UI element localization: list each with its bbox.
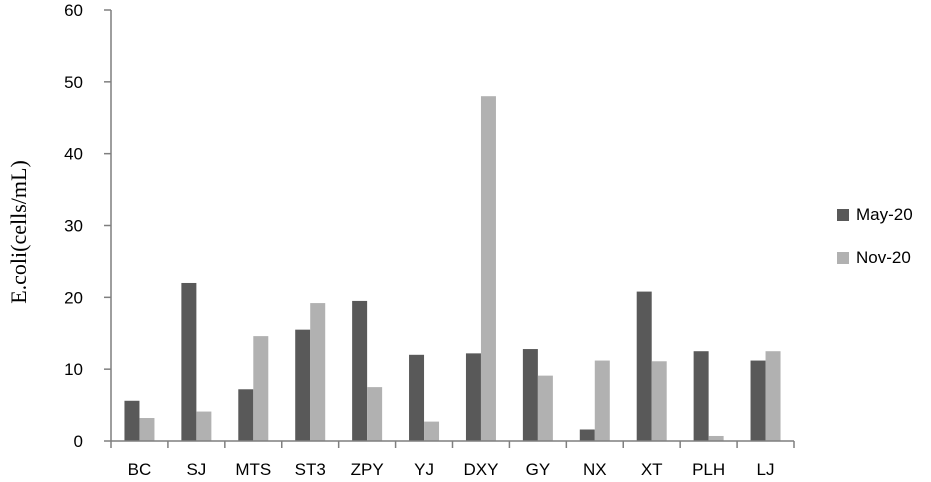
x-tick-label: YJ xyxy=(414,460,434,479)
legend-label: May-20 xyxy=(856,205,913,224)
legend-label: Nov-20 xyxy=(856,248,911,267)
x-tick-label: SJ xyxy=(186,460,206,479)
bar-nov-20-mts xyxy=(253,336,269,441)
bar-may-20-xt xyxy=(636,291,652,441)
bar-may-20-dxy xyxy=(465,353,481,441)
bar-nov-20-yj xyxy=(424,421,440,441)
y-axis-label: E.coli(cells/mL) xyxy=(6,160,31,304)
bar-may-20-yj xyxy=(409,354,425,441)
bar-nov-20-lj xyxy=(765,351,781,441)
bar-may-20-plh xyxy=(693,351,709,441)
x-tick-label: LJ xyxy=(757,460,775,479)
bar-nov-20-nx xyxy=(594,360,610,441)
x-tick-label: NX xyxy=(583,460,607,479)
bar-nov-20-gy xyxy=(537,375,553,441)
x-ticks-group: BC SJ MTS ST3 ZPY YJ DXY GY NX XT PLH LJ xyxy=(110,441,795,479)
x-tick-label: GY xyxy=(526,460,551,479)
bar-may-20-lj xyxy=(750,360,766,441)
bar-may-20-nx xyxy=(579,429,595,441)
x-tick-label: PLH xyxy=(692,460,725,479)
bar-nov-20-plh xyxy=(708,435,724,441)
bar-may-20-st3 xyxy=(295,329,311,441)
bar-nov-20-zpy xyxy=(367,387,383,441)
y-tick-label: 20 xyxy=(64,288,83,307)
legend: May-20 Nov-20 xyxy=(837,205,913,267)
bar-nov-20-xt xyxy=(651,361,667,441)
bar-may-20-zpy xyxy=(352,300,368,441)
x-tick-label: MTS xyxy=(235,460,271,479)
bar-nov-20-dxy xyxy=(480,96,496,441)
y-tick-label: 40 xyxy=(64,145,83,164)
y-tick-label: 60 xyxy=(64,1,83,20)
bar-nov-20-st3 xyxy=(310,303,326,441)
bars-group xyxy=(124,96,781,441)
x-tick-label: DXY xyxy=(463,460,498,479)
x-tick-label: ZPY xyxy=(351,460,384,479)
bar-may-20-sj xyxy=(181,282,197,441)
legend-swatch xyxy=(837,252,849,264)
y-tick-label: 10 xyxy=(64,360,83,379)
x-tick-label: ST3 xyxy=(295,460,326,479)
bar-nov-20-bc xyxy=(139,418,155,441)
y-ticks-group: 0 10 20 30 40 50 60 xyxy=(64,1,111,451)
bar-nov-20-sj xyxy=(196,411,212,441)
axes-group xyxy=(110,10,794,442)
y-tick-label: 30 xyxy=(64,217,83,236)
y-tick-label: 50 xyxy=(64,73,83,92)
bar-may-20-mts xyxy=(238,389,254,441)
y-tick-label: 0 xyxy=(74,432,83,451)
x-tick-label: BC xyxy=(128,460,152,479)
bar-may-20-gy xyxy=(522,349,538,441)
bar-may-20-bc xyxy=(124,400,140,441)
x-tick-label: XT xyxy=(641,460,663,479)
legend-swatch xyxy=(837,209,849,221)
